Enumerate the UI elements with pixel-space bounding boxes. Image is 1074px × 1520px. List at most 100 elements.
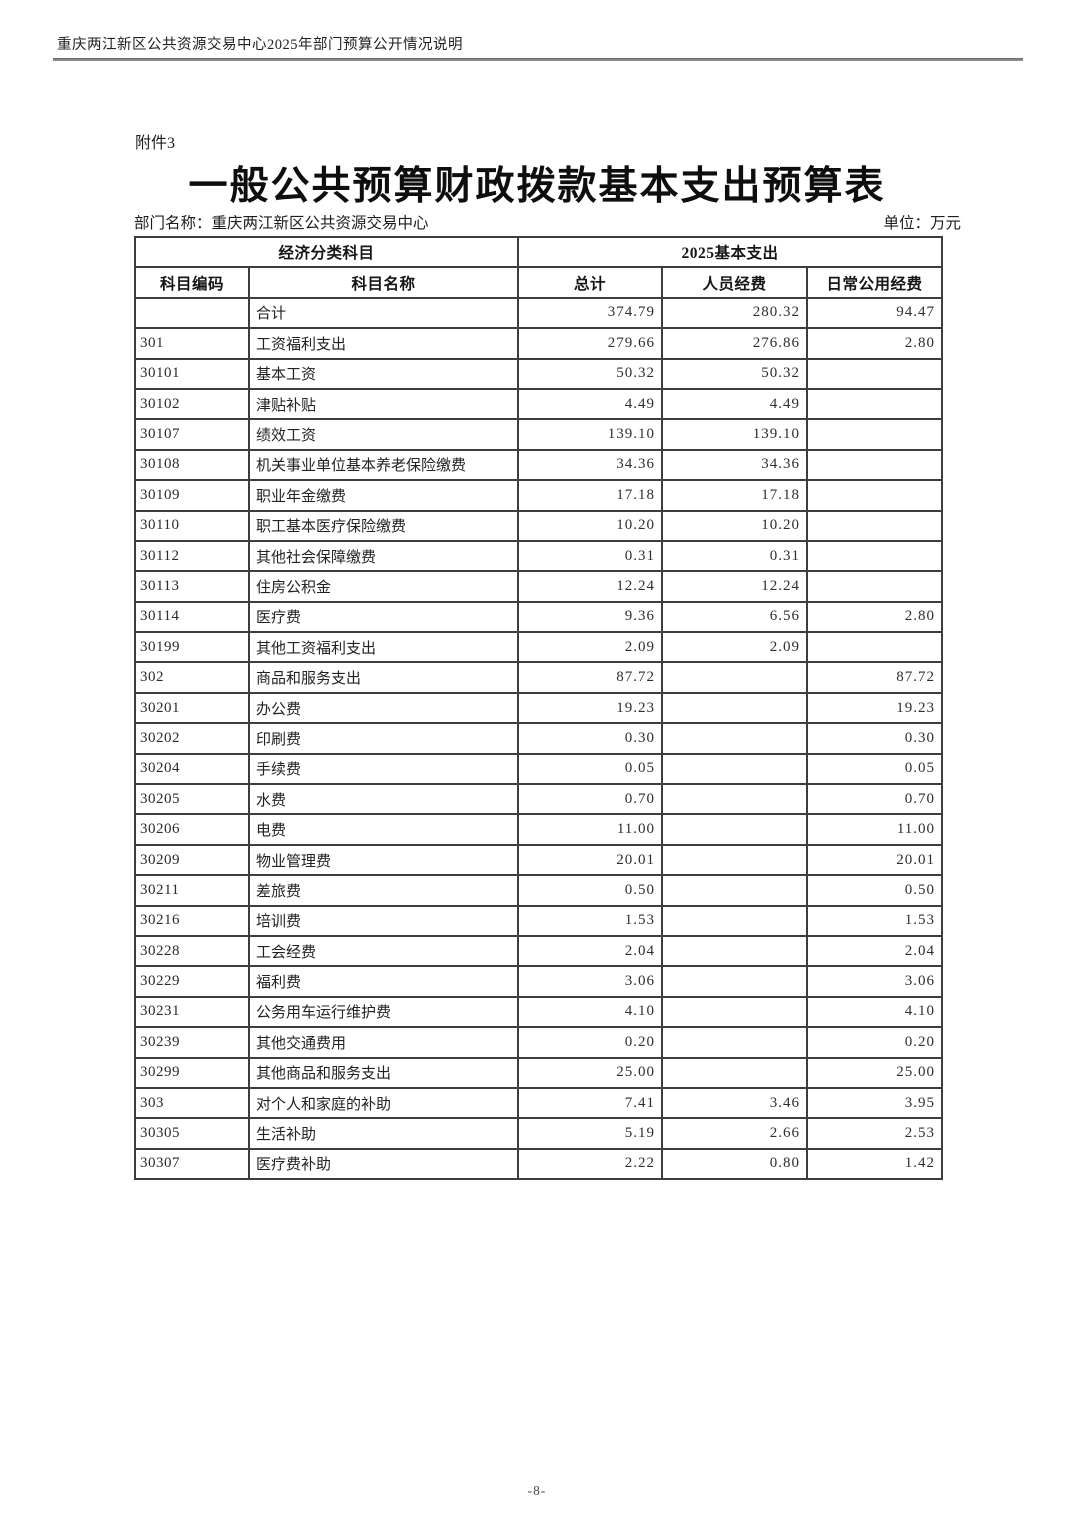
cell-daily-public-expense: 87.72 (806, 661, 944, 694)
cell-subject-code: 30305 (134, 1117, 250, 1150)
cell-subject-code: 30109 (134, 479, 250, 512)
cell-personnel-expense (661, 813, 809, 846)
cell-daily-public-expense: 2.80 (806, 327, 944, 360)
cell-subject-name: 基本工资 (247, 357, 520, 390)
cell-daily-public-expense: 1.42 (806, 1147, 944, 1181)
cell-personnel-expense (661, 1026, 809, 1059)
cell-total: 2.22 (517, 1147, 664, 1181)
cell-subject-code: 30101 (134, 357, 250, 390)
column-header-personnel-expense: 人员经费 (661, 266, 809, 299)
column-header-daily-public-expense: 日常公用经费 (806, 266, 944, 299)
cell-personnel-expense (661, 691, 809, 725)
cell-personnel-expense (661, 995, 809, 1029)
table-row: 合计 374.79 280.32 94.47 (134, 296, 944, 330)
header-2025-basic-expenditure: 2025基本支出 (517, 235, 944, 269)
cell-total: 87.72 (517, 661, 664, 694)
cell-daily-public-expense (806, 479, 944, 512)
cell-subject-code: 30211 (134, 874, 250, 907)
cell-total: 9.36 (517, 600, 664, 634)
cell-personnel-expense: 6.56 (661, 600, 809, 634)
cell-total: 0.30 (517, 722, 664, 755)
cell-daily-public-expense (806, 570, 944, 603)
cell-subject-code: 30216 (134, 904, 250, 937)
cell-personnel-expense (661, 843, 809, 877)
cell-personnel-expense: 3.46 (661, 1086, 809, 1120)
budget-table: 经济分类科目 2025基本支出 科目编码 科目名称 总计 人员经费 日常公用经费… (133, 235, 944, 1181)
cell-subject-name: 机关事业单位基本养老保险缴费 (247, 448, 520, 482)
cell-personnel-expense: 17.18 (661, 479, 809, 512)
cell-subject-code: 303 (134, 1086, 250, 1120)
cell-personnel-expense: 10.20 (661, 509, 809, 542)
cell-personnel-expense (661, 783, 809, 816)
table-meta-row: 部门名称：重庆两江新区公共资源交易中心 单位：万元 (134, 211, 961, 233)
cell-total: 0.70 (517, 783, 664, 816)
cell-subject-name: 差旅费 (247, 874, 520, 907)
cell-daily-public-expense: 2.53 (806, 1117, 944, 1150)
table-header-group-row: 经济分类科目 2025基本支出 (133, 235, 944, 269)
cell-personnel-expense (661, 904, 809, 937)
table-row: 30239 其他交通费用 0.20 0.20 (134, 1026, 944, 1059)
cell-daily-public-expense: 94.47 (806, 296, 944, 330)
cell-personnel-expense: 2.09 (661, 631, 809, 664)
cell-subject-code: 30201 (134, 691, 250, 725)
page-title: 一般公共预算财政拨款基本支出预算表 (188, 165, 886, 208)
cell-subject-name: 工会经费 (247, 934, 520, 968)
cell-subject-name: 生活补助 (247, 1117, 520, 1150)
cell-daily-public-expense: 2.04 (806, 934, 944, 968)
cell-subject-code: 30299 (134, 1056, 250, 1089)
cell-personnel-expense (661, 752, 809, 786)
cell-subject-name: 其他社会保障缴费 (247, 539, 520, 573)
table-row: 30307 医疗费补助 2.22 0.80 1.42 (134, 1147, 944, 1181)
cell-subject-code: 30108 (134, 448, 250, 482)
cell-total: 19.23 (517, 691, 664, 725)
cell-daily-public-expense: 3.06 (806, 965, 944, 998)
cell-daily-public-expense (806, 387, 944, 421)
cell-subject-code: 30229 (134, 965, 250, 998)
unit-label: 单位：万元 (883, 215, 961, 232)
cell-personnel-expense: 34.36 (661, 448, 809, 482)
cell-subject-code: 30202 (134, 722, 250, 755)
cell-subject-name: 工资福利支出 (247, 327, 520, 360)
cell-total: 2.09 (517, 631, 664, 664)
table-row: 30299 其他商品和服务支出 25.00 25.00 (134, 1056, 944, 1089)
cell-subject-name: 手续费 (247, 752, 520, 786)
cell-subject-name: 合计 (247, 296, 520, 330)
cell-total: 10.20 (517, 509, 664, 542)
cell-personnel-expense (661, 1056, 809, 1089)
cell-subject-code: 301 (134, 327, 250, 360)
cell-personnel-expense: 4.49 (661, 387, 809, 421)
cell-subject-code: 30231 (134, 995, 250, 1029)
table-row: 30107 绩效工资 139.10 139.10 (134, 418, 944, 451)
cell-subject-name: 对个人和家庭的补助 (247, 1086, 520, 1120)
cell-subject-name: 医疗费补助 (247, 1147, 520, 1181)
cell-personnel-expense (661, 722, 809, 755)
cell-subject-code: 30204 (134, 752, 250, 786)
cell-daily-public-expense: 3.95 (806, 1086, 944, 1120)
attachment-label: 附件3 (135, 135, 176, 152)
cell-daily-public-expense: 0.20 (806, 1026, 944, 1059)
cell-subject-code: 30107 (134, 418, 250, 451)
table-row: 301 工资福利支出 279.66 276.86 2.80 (134, 327, 944, 360)
cell-personnel-expense: 139.10 (661, 418, 809, 451)
page-number: -8- (527, 1483, 547, 1498)
document-header: 重庆两江新区公共资源交易中心2025年部门预算公开情况说明 (57, 37, 463, 53)
cell-personnel-expense: 276.86 (661, 327, 809, 360)
cell-total: 0.20 (517, 1026, 664, 1059)
cell-subject-code: 30114 (134, 600, 250, 634)
cell-daily-public-expense (806, 509, 944, 542)
cell-daily-public-expense: 0.50 (806, 874, 944, 907)
cell-personnel-expense: 2.66 (661, 1117, 809, 1150)
cell-subject-code: 302 (134, 661, 250, 694)
cell-daily-public-expense: 25.00 (806, 1056, 944, 1089)
column-header-subject-code: 科目编码 (134, 266, 250, 299)
table-row: 30209 物业管理费 20.01 20.01 (134, 843, 944, 877)
cell-personnel-expense: 12.24 (661, 570, 809, 603)
cell-subject-code: 30102 (134, 387, 250, 421)
cell-total: 17.18 (517, 479, 664, 512)
cell-personnel-expense (661, 934, 809, 968)
cell-total: 0.31 (517, 539, 664, 573)
cell-subject-name: 福利费 (247, 965, 520, 998)
cell-subject-name: 培训费 (247, 904, 520, 937)
cell-subject-name: 公务用车运行维护费 (247, 995, 520, 1029)
cell-total: 5.19 (517, 1117, 664, 1150)
